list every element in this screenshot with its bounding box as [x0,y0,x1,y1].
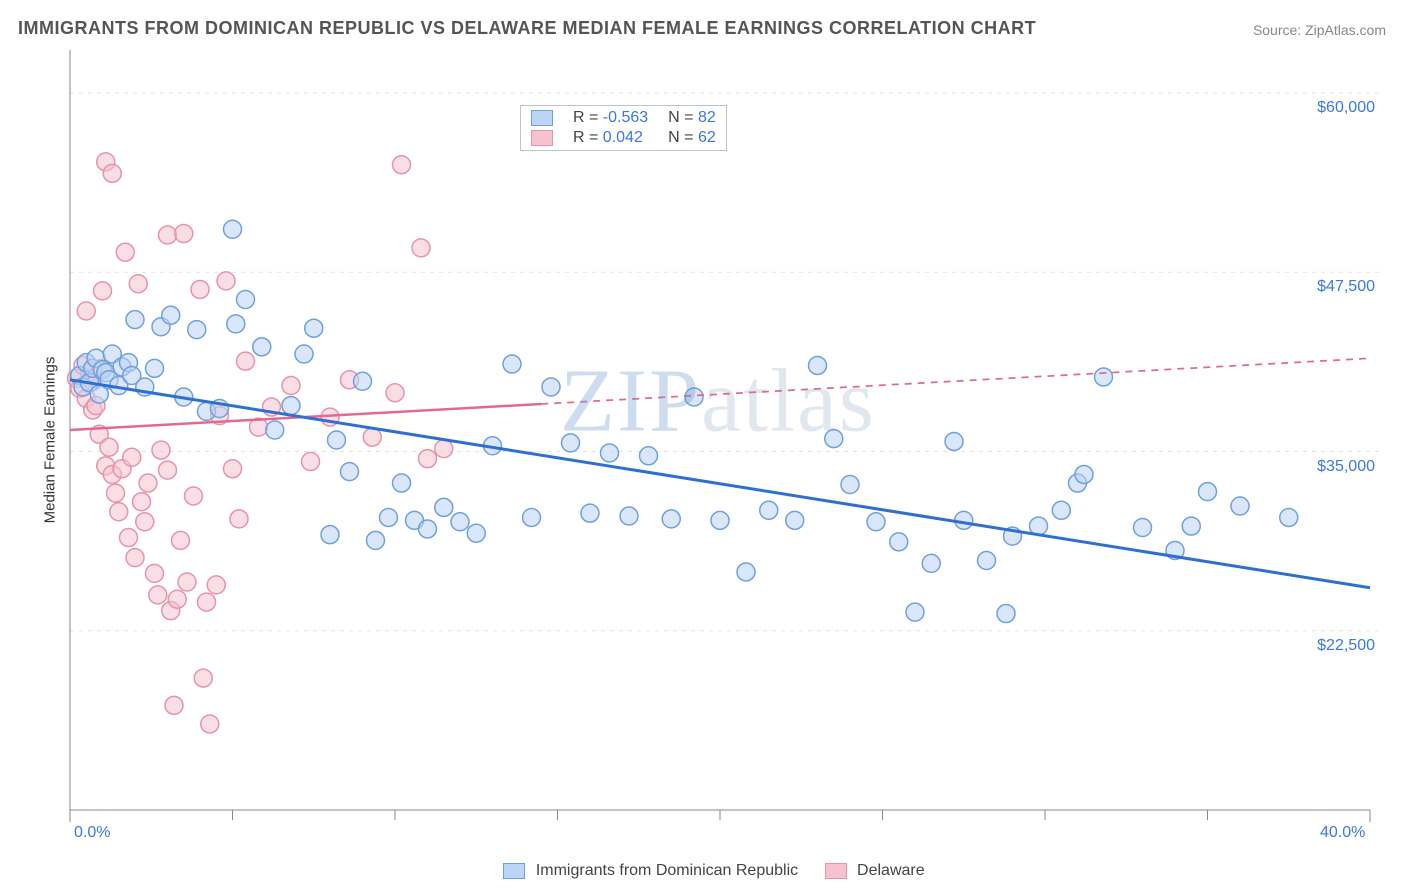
legend-box-b [825,863,847,879]
source-name: ZipAtlas.com [1305,22,1386,38]
legend-box-a [503,863,525,879]
legend-row-b: R = 0.042 N = 62 [521,128,726,148]
legend-label-a: Immigrants from Dominican Republic [536,862,798,879]
legend-r-label: R = [573,109,603,126]
source-prefix: Source: [1253,22,1305,38]
legend-swatch-b [531,130,553,146]
chart-area: Median Female Earnings ZIPatlas R = -0.5… [50,50,1386,830]
correlation-legend: R = -0.563 N = 82 R = 0.042 N = 62 [520,105,727,151]
legend-swatch-a [531,110,553,126]
y-tick-label: $60,000 [1295,99,1375,117]
legend-label-b: Delaware [857,862,925,879]
y-tick-label: $35,000 [1295,458,1375,476]
legend-row-a: R = -0.563 N = 82 [521,108,726,128]
legend-n-label: N = [668,109,698,126]
bottom-legend: Immigrants from Dominican Republic Delaw… [0,862,1406,880]
source-label: Source: ZipAtlas.com [1253,22,1386,38]
legend-n-label: N = [668,129,698,146]
x-tick-label: 0.0% [74,824,110,842]
legend-r-value-a: -0.563 [603,109,648,126]
x-tick-label: 40.0% [1320,824,1365,842]
legend-n-value-b: 62 [698,129,716,146]
y-tick-label: $22,500 [1295,637,1375,655]
legend-r-label: R = [573,129,603,146]
legend-n-value-a: 82 [698,109,716,126]
legend-r-value-b: 0.042 [603,129,643,146]
scatter-plot-svg [50,50,1386,830]
chart-title: IMMIGRANTS FROM DOMINICAN REPUBLIC VS DE… [18,18,1036,39]
y-tick-label: $47,500 [1295,278,1375,296]
